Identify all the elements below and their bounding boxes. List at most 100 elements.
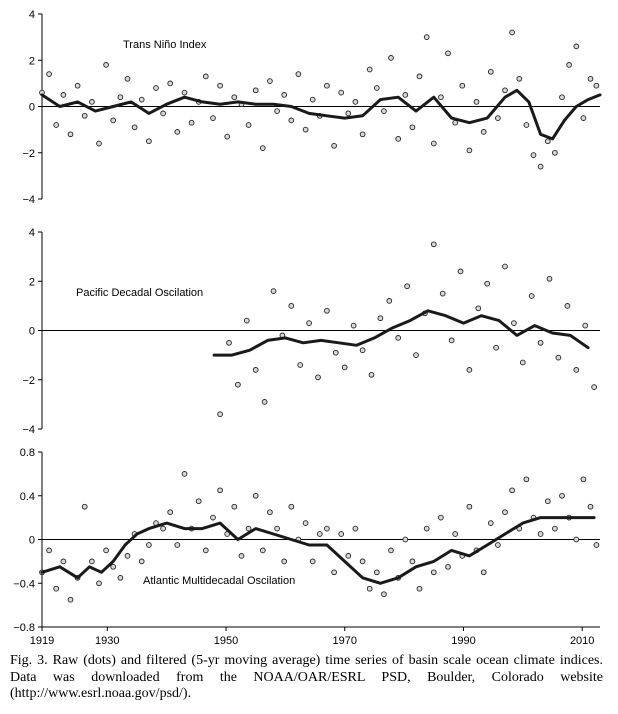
x-tick-label: 1990: [451, 635, 475, 647]
moving-average-line: [40, 516, 596, 585]
raw-data-point: [231, 503, 238, 510]
raw-data-point: [416, 73, 423, 80]
raw-data-point: [295, 71, 302, 77]
raw-data-point: [153, 85, 159, 91]
chart-panel-2: 4 2 0 −2 −4 Pacific Decadal Oscilation: [22, 227, 600, 436]
raw-data-point: [502, 509, 508, 516]
raw-data-point: [338, 531, 345, 537]
raw-data-point: [217, 411, 223, 418]
raw-data-point: [46, 547, 52, 554]
raw-data-point: [509, 487, 515, 494]
raw-data-point: [423, 34, 430, 40]
raw-data-point: [438, 94, 444, 101]
y-tick-label: −0.8: [13, 622, 35, 634]
raw-data-point: [430, 140, 437, 147]
raw-data-point: [124, 553, 131, 559]
raw-data-point: [188, 119, 195, 126]
raw-data-point: [559, 94, 565, 101]
raw-data-point: [395, 335, 402, 341]
raw-data-point: [53, 122, 60, 128]
raw-data-point: [386, 298, 393, 304]
raw-data-point: [96, 580, 102, 587]
raw-data-point: [416, 585, 423, 592]
raw-data-point: [377, 315, 384, 322]
raw-data-point: [452, 119, 459, 126]
raw-data-point: [409, 124, 416, 131]
raw-data-point: [466, 147, 473, 154]
raw-data-point: [224, 133, 231, 140]
raw-data-point: [573, 536, 580, 543]
raw-data-point: [338, 89, 345, 96]
raw-data-point: [480, 129, 487, 135]
raw-data-point: [395, 136, 402, 142]
y-tick-label: 0: [29, 102, 35, 114]
y-tick-label: 0.4: [20, 491, 35, 503]
raw-data-point: [516, 75, 523, 82]
raw-data-point: [495, 542, 501, 548]
raw-data-point: [345, 110, 352, 117]
raw-data-point: [309, 558, 316, 565]
raw-data-point: [138, 96, 145, 103]
raw-data-point: [448, 337, 455, 344]
raw-data-point: [438, 514, 444, 521]
y-tick-label: 0.8: [20, 447, 35, 459]
raw-data-point: [245, 122, 252, 128]
x-tick-label: 1919: [30, 635, 54, 647]
raw-data-point: [89, 558, 95, 565]
raw-data-point: [81, 503, 88, 510]
raw-data-point: [238, 553, 245, 559]
raw-data-point: [544, 138, 551, 145]
raw-data-point: [573, 367, 580, 373]
raw-data-point: [352, 99, 359, 105]
raw-data-point: [537, 339, 544, 346]
raw-data-point: [67, 131, 74, 138]
raw-data-point: [546, 275, 553, 282]
raw-data-point: [511, 320, 517, 326]
raw-data-point: [559, 492, 565, 499]
raw-data-point: [473, 99, 480, 105]
raw-data-point: [523, 476, 530, 483]
raw-data-point: [324, 307, 330, 314]
raw-data-point: [445, 50, 451, 57]
raw-data-point: [502, 263, 508, 270]
raw-data-point: [274, 525, 280, 532]
raw-data-point: [103, 547, 109, 554]
raw-data-point: [587, 75, 594, 82]
y-tick-label: 4: [29, 227, 35, 239]
raw-data-point: [309, 96, 316, 103]
figure-caption: Fig. 3. Raw (dots) and filtered (5-yr mo…: [10, 653, 603, 701]
raw-data-point: [110, 117, 117, 124]
raw-data-point: [160, 525, 166, 532]
raw-data-point: [366, 66, 373, 73]
raw-data-point: [252, 492, 259, 499]
raw-data-point: [345, 553, 352, 559]
raw-data-point: [591, 384, 597, 390]
raw-data-point: [46, 71, 52, 77]
raw-data-point: [528, 293, 535, 299]
raw-data-point: [245, 525, 252, 532]
raw-data-point: [195, 498, 202, 505]
raw-data-point: [552, 149, 558, 156]
raw-data-point: [117, 94, 124, 101]
moving-average-line: [40, 88, 602, 141]
raw-data-point: [373, 85, 380, 91]
raw-data-point: [430, 569, 437, 576]
raw-data-point: [493, 344, 499, 351]
raw-data-point: [261, 399, 268, 405]
raw-data-point: [316, 531, 323, 537]
raw-data-point: [331, 142, 337, 149]
raw-data-point: [439, 290, 446, 297]
raw-data-point: [146, 542, 152, 548]
raw-data-point: [274, 108, 280, 114]
raw-data-point: [580, 115, 587, 121]
raw-data-point: [281, 558, 288, 565]
raw-data-point: [480, 569, 487, 576]
raw-data-point: [487, 68, 494, 75]
raw-data-point: [564, 303, 571, 309]
raw-data-point: [359, 347, 366, 354]
raw-data-point: [202, 547, 209, 554]
raw-data-point: [210, 115, 216, 121]
raw-data-point: [302, 126, 309, 133]
raw-data-point: [181, 471, 188, 477]
